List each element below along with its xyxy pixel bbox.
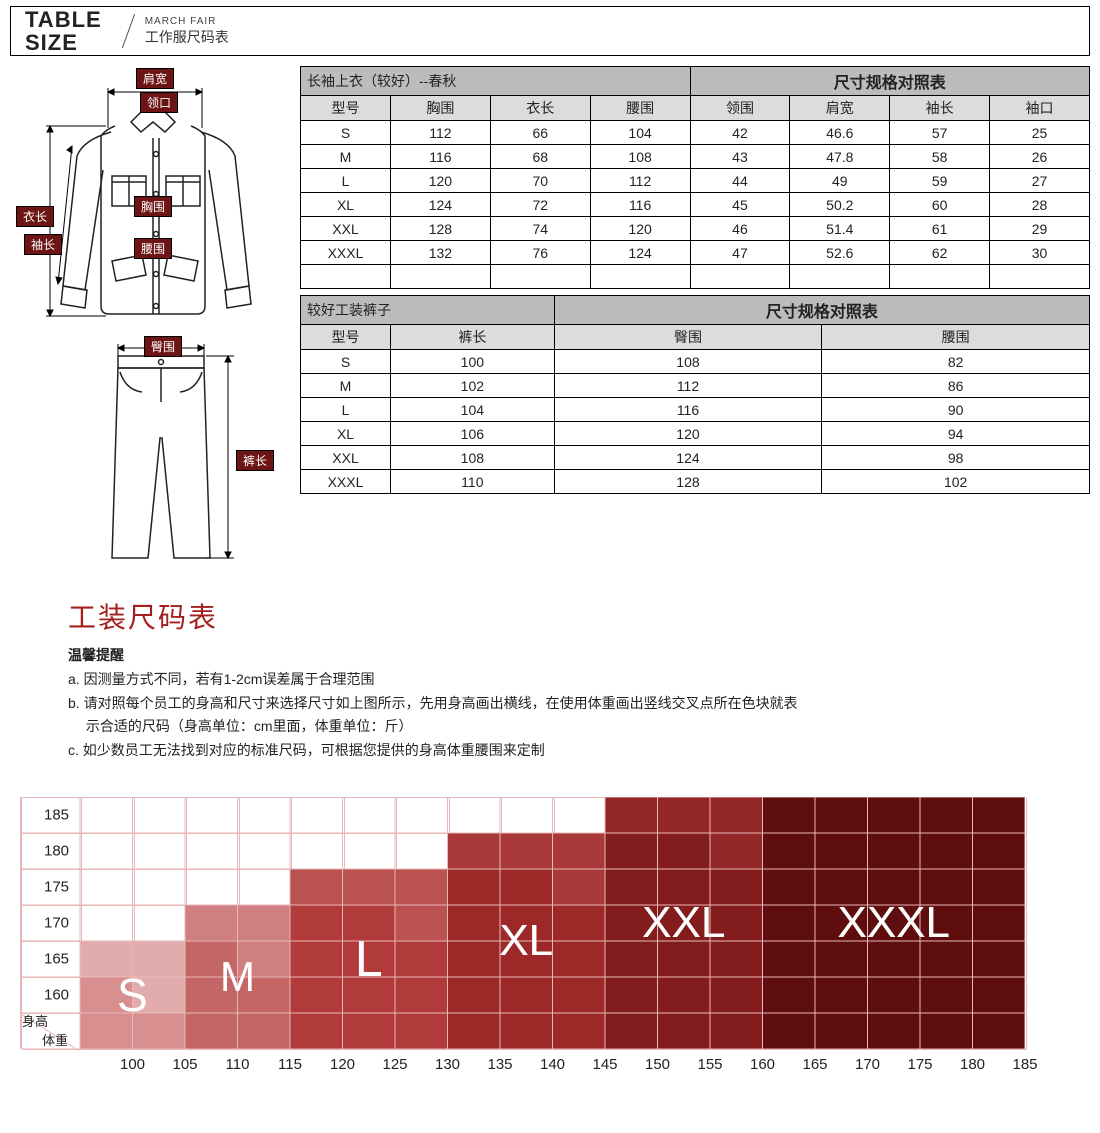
header-size: SIZE xyxy=(25,31,102,54)
tag-waist: 腰围 xyxy=(134,238,172,259)
size-block-label-m: M xyxy=(185,905,290,1049)
x-axis-tick: 130 xyxy=(435,1056,460,1073)
table-row: XXXL132761244752.66230 xyxy=(301,241,1090,265)
tips-a: a. 因测量方式不同，若有1-2cm误差属于合理范围 xyxy=(68,668,1100,692)
x-axis-tick: 185 xyxy=(1012,1056,1037,1073)
size-block-label-s: S xyxy=(80,941,185,1049)
tag-hip: 臀围 xyxy=(144,336,182,357)
x-axis-tick: 105 xyxy=(172,1056,197,1073)
y-axis-tick: 165 xyxy=(44,950,69,967)
y-axis-tick: 160 xyxy=(44,986,69,1003)
tag-shoulder: 肩宽 xyxy=(136,68,174,89)
tips-c: c. 如少数员工无法找到对应的标准尺码，可根据您提供的身高体重腰围来定制 xyxy=(68,739,1100,763)
diagram-column: 肩宽 领口 胸围 衣长 袖长 腰围 xyxy=(10,66,290,582)
size-block-label-l: L xyxy=(290,869,448,1049)
x-axis-tick: 135 xyxy=(487,1056,512,1073)
y-axis-title: 身高 xyxy=(22,1011,48,1030)
x-axis-tick: 170 xyxy=(855,1056,880,1073)
size-chart: 1851801751701651601001051101151201251301… xyxy=(20,797,1080,1049)
pants-size-table: 较好工装裤子尺寸规格对照表型号裤长臀围腰围S10010882M10211286L… xyxy=(300,295,1090,494)
size-block-label-xl: XL xyxy=(448,833,606,1049)
header-title-block: TABLE SIZE xyxy=(11,6,118,56)
tag-chest: 胸围 xyxy=(134,196,172,217)
x-axis-tick: 175 xyxy=(907,1056,932,1073)
x-axis-tick: 150 xyxy=(645,1056,670,1073)
table-row: L10411690 xyxy=(301,398,1090,422)
tips-b1: b. 请对照每个员工的身高和尺寸来选择尺寸如上图所示，先用身高画出横线，在使用体… xyxy=(68,692,1100,716)
x-axis-tick: 155 xyxy=(697,1056,722,1073)
jacket-diagram: 肩宽 领口 胸围 衣长 袖长 腰围 xyxy=(10,66,290,346)
header-subtitle: 工作服尺码表 xyxy=(145,27,229,47)
table-row: M116681084347.85826 xyxy=(301,145,1090,169)
x-axis-tick: 100 xyxy=(120,1056,145,1073)
table-row: XXL10812498 xyxy=(301,446,1090,470)
tips-heading: 温馨提醒 xyxy=(68,644,1100,668)
header-table: TABLE xyxy=(25,8,102,31)
tag-length: 衣长 xyxy=(16,206,54,227)
table-row: M10211286 xyxy=(301,374,1090,398)
x-axis-tick: 180 xyxy=(960,1056,985,1073)
y-axis-tick: 185 xyxy=(44,806,69,823)
table-row: L1207011244495927 xyxy=(301,169,1090,193)
tips-block: 温馨提醒 a. 因测量方式不同，若有1-2cm误差属于合理范围 b. 请对照每个… xyxy=(68,644,1100,763)
x-axis-tick: 140 xyxy=(540,1056,565,1073)
tips-b2: 示合适的尺码（身高单位：cm里面，体重单位：斤） xyxy=(68,715,1100,739)
page-header: TABLE SIZE MARCH FAIR 工作服尺码表 xyxy=(10,6,1090,56)
tables-column: 长袖上衣（较好）--春秋尺寸规格对照表型号胸围衣长腰围领围肩宽袖长袖口S1126… xyxy=(300,66,1090,582)
size-block-label-xxxl: XXXL xyxy=(763,797,1026,1049)
y-axis-tick: 180 xyxy=(44,842,69,859)
jacket-size-table: 长袖上衣（较好）--春秋尺寸规格对照表型号胸围衣长腰围领围肩宽袖长袖口S1126… xyxy=(300,66,1090,289)
x-axis-tick: 125 xyxy=(382,1056,407,1073)
header-brand: MARCH FAIR xyxy=(145,16,229,27)
x-axis-tick: 165 xyxy=(802,1056,827,1073)
x-axis-tick: 160 xyxy=(750,1056,775,1073)
table-row: XL124721164550.26028 xyxy=(301,193,1090,217)
table-row: S10010882 xyxy=(301,350,1090,374)
size-block-label-xxl: XXL xyxy=(605,797,763,1049)
pants-diagram: 臀围 裤长 xyxy=(10,342,290,582)
x-axis-tick: 110 xyxy=(226,1056,250,1073)
x-axis-tick: 120 xyxy=(330,1056,355,1073)
table-row xyxy=(301,265,1090,289)
table-row: S112661044246.65725 xyxy=(301,121,1090,145)
header-right-block: MARCH FAIR 工作服尺码表 xyxy=(139,16,229,47)
x-axis-tick: 145 xyxy=(592,1056,617,1073)
x-axis-title: 体重 xyxy=(42,1030,68,1049)
tag-pant-length: 裤长 xyxy=(236,450,274,471)
tag-collar: 领口 xyxy=(140,92,178,113)
y-axis-tick: 175 xyxy=(44,878,69,895)
section-title: 工装尺码表 xyxy=(68,596,1100,636)
table-row: XXL128741204651.46129 xyxy=(301,217,1090,241)
x-axis-tick: 115 xyxy=(278,1056,302,1073)
y-axis-tick: 170 xyxy=(44,914,69,931)
header-divider xyxy=(122,14,135,48)
table-row: XL10612094 xyxy=(301,422,1090,446)
tag-sleeve: 袖长 xyxy=(24,234,62,255)
table-row: XXXL110128102 xyxy=(301,470,1090,494)
